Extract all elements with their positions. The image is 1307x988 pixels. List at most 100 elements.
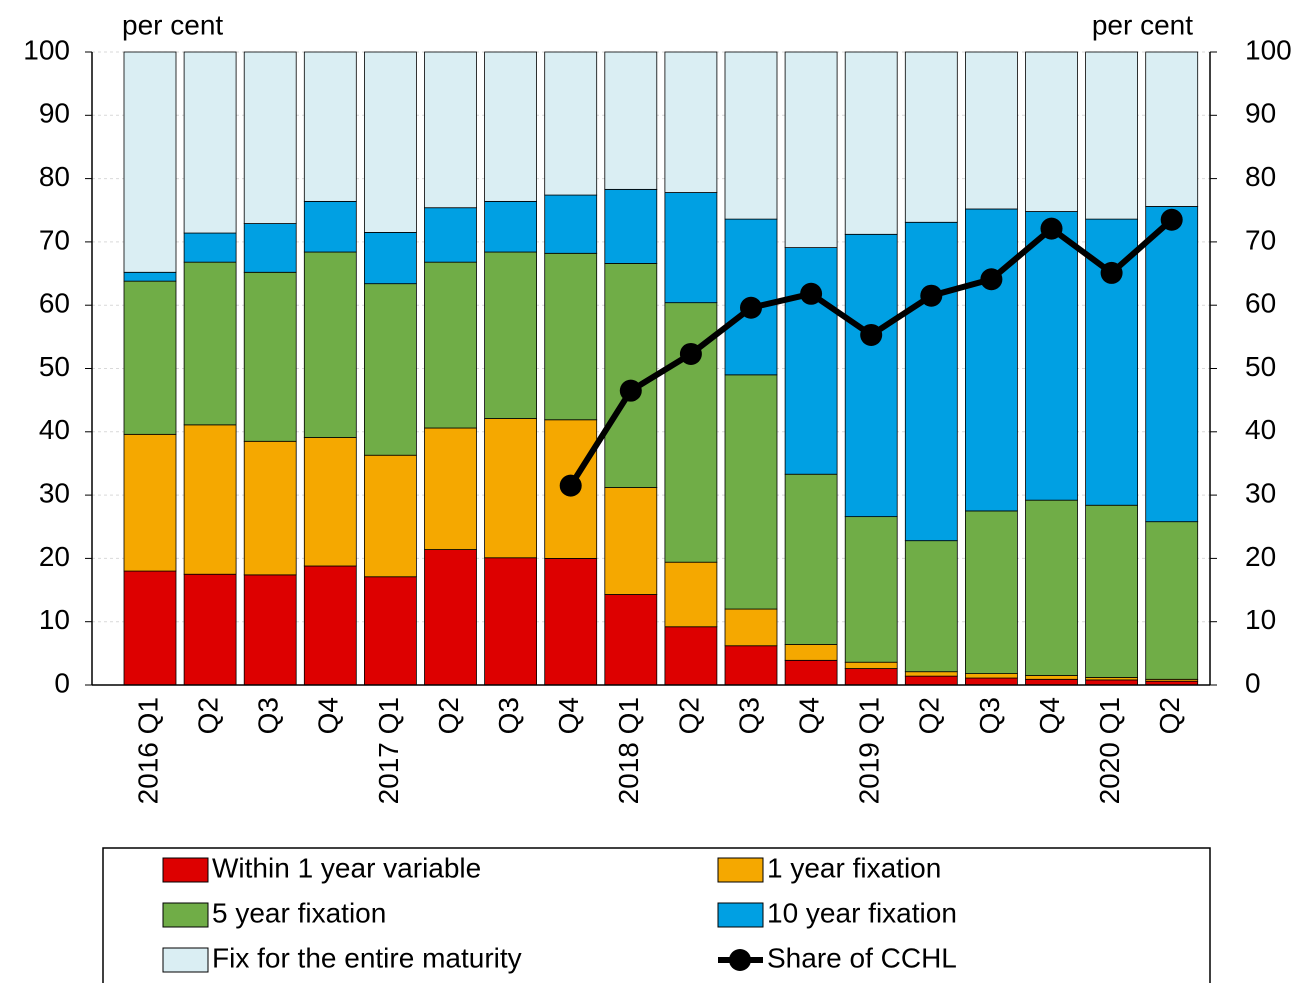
bar-segment: [243, 223, 297, 273]
y-axis-title: per cent: [122, 9, 223, 40]
bar-segment: [904, 221, 958, 542]
bar-segment: [965, 677, 1018, 686]
y-tick-label: 70: [39, 224, 70, 255]
bar-segment: [544, 558, 598, 686]
y-tick-label: 100: [23, 34, 70, 65]
x-tick-label: 2020 Q1: [1094, 697, 1125, 804]
bar-segment: [724, 645, 778, 686]
y2-tick-label: 0: [1245, 667, 1261, 698]
y-tick-label: 10: [39, 604, 70, 635]
bar-segment: [363, 232, 417, 285]
bar-segment: [183, 51, 237, 234]
bar-segment: [544, 252, 598, 421]
bar-segment: [1145, 521, 1199, 680]
bar-segment: [1025, 211, 1078, 501]
legend-swatch: [162, 902, 209, 928]
y-tick-label: 90: [39, 98, 70, 129]
bar-segment: [784, 659, 838, 686]
bar-segment: [604, 487, 658, 595]
bar-segment: [1085, 51, 1138, 220]
x-tick-label: Q2: [914, 697, 945, 734]
bar-segment: [844, 51, 898, 235]
bar-segment: [303, 51, 357, 202]
line-point: [1160, 208, 1183, 231]
bar-segment: [604, 594, 658, 686]
x-tick-label: 2016 Q1: [132, 697, 163, 804]
y2-axis-title: per cent: [1092, 9, 1193, 40]
bar-segment: [1025, 678, 1078, 686]
legend-swatch: [717, 857, 764, 883]
legend-label: 5 year fixation: [212, 897, 386, 928]
x-tick-label: Q4: [1034, 697, 1065, 734]
y-tick-label: 40: [39, 414, 70, 445]
x-tick-label: Q2: [433, 697, 464, 734]
line-point: [679, 342, 702, 365]
bar-segment: [965, 51, 1018, 210]
x-tick-label: Q3: [974, 697, 1005, 734]
bar-segment: [1145, 206, 1199, 523]
legend-marker: [729, 949, 751, 971]
bar-segment: [604, 263, 658, 488]
bar-segment: [424, 51, 477, 209]
bar-segment: [363, 283, 417, 456]
legend-swatch: [162, 857, 209, 883]
y-tick-label: 20: [39, 541, 70, 572]
line-point: [980, 268, 1003, 291]
bar-segment: [484, 418, 538, 559]
y2-tick-label: 40: [1245, 414, 1276, 445]
bar-segment: [724, 374, 778, 610]
line-point: [1040, 217, 1063, 240]
y-tick-label: 60: [39, 288, 70, 319]
y-tick-label: 80: [39, 161, 70, 192]
bar-segment: [484, 557, 538, 686]
y2-tick-label: 50: [1245, 351, 1276, 382]
x-tick-label: Q2: [1154, 697, 1185, 734]
bar-segment: [664, 561, 718, 628]
legend-label: Share of CCHL: [767, 942, 957, 973]
line-point: [559, 474, 582, 497]
bar-segment: [243, 271, 297, 442]
bar-segment: [604, 188, 658, 264]
legend: [102, 847, 1211, 988]
bar-segment: [303, 565, 357, 686]
bar-segment: [724, 51, 778, 220]
bar-segment: [604, 51, 658, 190]
x-tick-label: Q3: [253, 697, 284, 734]
x-tick-label: 2019 Q1: [854, 697, 885, 804]
bar-segment: [784, 51, 838, 248]
bar-segment: [904, 675, 958, 686]
bar-segment: [303, 251, 357, 438]
y-tick-label: 0: [54, 667, 70, 698]
bar-segment: [664, 626, 718, 686]
bar-segment: [844, 668, 898, 686]
bar-segment: [243, 574, 297, 686]
bar-segment: [484, 200, 538, 253]
bar-segment: [484, 251, 538, 419]
bar-segment: [664, 192, 718, 304]
x-tick-label: Q3: [733, 697, 764, 734]
legend-swatch: [717, 902, 764, 928]
legend-label: 10 year fixation: [767, 897, 957, 928]
bar-segment: [784, 473, 838, 645]
bar-segment: [123, 280, 177, 435]
bar-segment: [123, 433, 177, 572]
bar-segment: [484, 51, 538, 202]
bar-segment: [243, 51, 297, 224]
bar-segment: [844, 233, 898, 518]
y2-tick-label: 80: [1245, 161, 1276, 192]
bar-segment: [844, 516, 898, 663]
bar-segment: [123, 271, 177, 282]
legend-label: Fix for the entire maturity: [212, 942, 522, 973]
x-tick-label: Q4: [313, 697, 344, 734]
bar-segment: [424, 207, 477, 263]
bar-segment: [303, 200, 357, 253]
bar-segment: [664, 51, 718, 193]
bar-segment: [1025, 499, 1078, 676]
x-tick-label: 2018 Q1: [613, 697, 644, 804]
x-tick-label: 2017 Q1: [373, 697, 404, 804]
bar-segment: [424, 427, 477, 550]
bar-segment: [784, 644, 838, 661]
bar-segment: [183, 424, 237, 575]
line-point: [619, 379, 642, 402]
